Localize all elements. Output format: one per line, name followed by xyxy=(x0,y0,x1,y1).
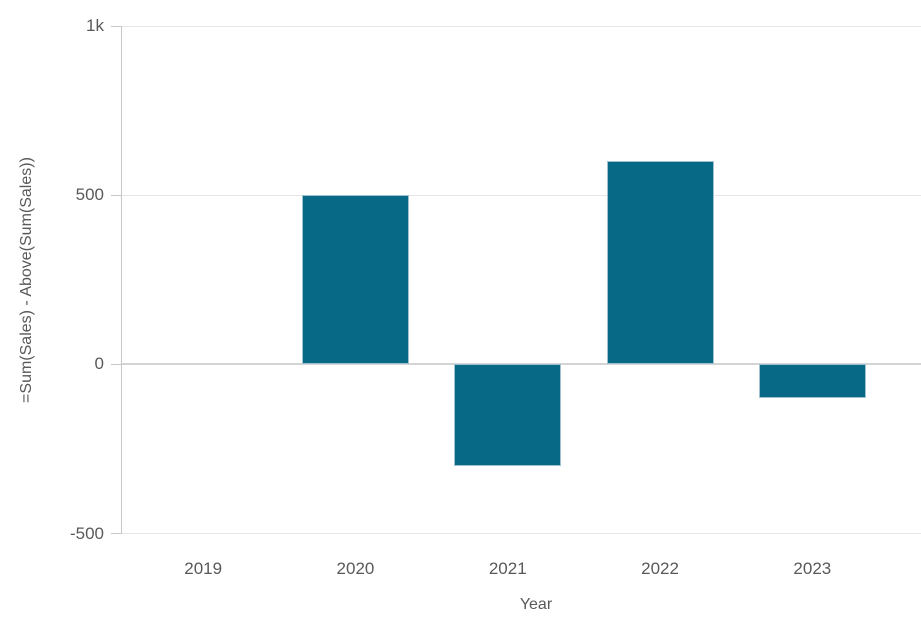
y-axis-tick xyxy=(110,194,121,196)
x-axis-label-2021[interactable]: 2021 xyxy=(488,559,527,578)
y-axis-line xyxy=(120,26,122,534)
y-tick-label: -500 xyxy=(69,523,104,543)
bar-2023[interactable] xyxy=(758,364,866,399)
y-tick-label: 0 xyxy=(94,354,104,374)
y-axis-tick xyxy=(110,533,121,535)
y-axis-tick xyxy=(110,363,121,365)
gridline--500 xyxy=(120,533,921,535)
y-axis-tick xyxy=(110,25,121,27)
y-tick-label: 1k xyxy=(86,16,104,35)
x-axis-title: Year xyxy=(519,596,553,613)
gridline-1k xyxy=(120,25,921,27)
x-axis-label-2023[interactable]: 2023 xyxy=(793,559,832,578)
x-axis-label-2019[interactable]: 2019 xyxy=(184,559,223,578)
bar-2020[interactable] xyxy=(301,195,409,365)
x-axis-label-2020[interactable]: 2020 xyxy=(336,559,375,578)
gridline-500 xyxy=(120,194,921,196)
bar-2022[interactable] xyxy=(606,161,714,365)
x-axis-label-2022[interactable]: 2022 xyxy=(641,559,679,578)
bar-2021[interactable] xyxy=(454,364,562,466)
y-tick-label: 500 xyxy=(75,185,104,205)
